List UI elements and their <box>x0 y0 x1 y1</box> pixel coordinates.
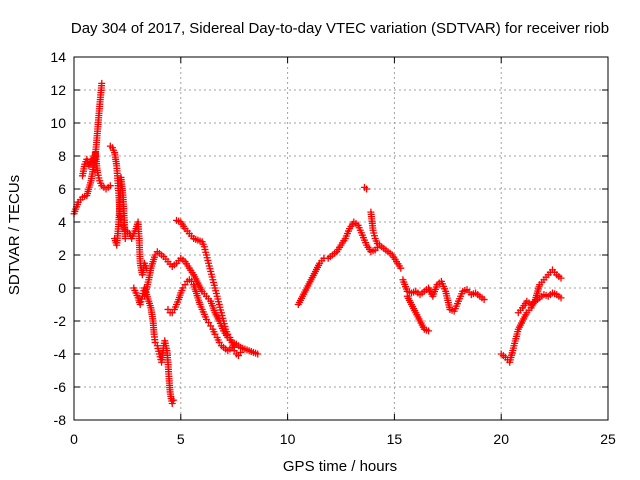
plot-frame <box>73 56 609 421</box>
data-point <box>557 274 565 282</box>
data-point <box>254 350 262 358</box>
x-tick-label: 0 <box>70 431 78 447</box>
y-tick-label: 6 <box>58 181 66 197</box>
y-tick-label: 10 <box>50 115 66 131</box>
data-point <box>169 396 177 404</box>
data-point <box>480 296 488 304</box>
grid-lines <box>74 57 608 420</box>
axis-ticks: 0 5 10 15 20 25 -8 -6 -4 -2 0 2 4 6 8 10 12 14 <box>50 49 616 447</box>
y-tick-label: 2 <box>58 247 66 263</box>
y-tick-label: -6 <box>54 379 67 395</box>
y-tick-label: -8 <box>54 412 67 428</box>
x-tick-label: 15 <box>387 431 403 447</box>
data-point <box>106 182 114 190</box>
data-point <box>237 348 245 356</box>
data-point <box>168 400 176 407</box>
y-tick-label: 0 <box>58 280 66 296</box>
chart-title: Day 304 of 2017, Sidereal Day-to-day VTE… <box>71 20 609 37</box>
data-point <box>230 343 238 351</box>
y-tick-label: -2 <box>54 313 67 329</box>
x-axis-label: GPS time / hours <box>283 458 397 475</box>
x-tick-label: 5 <box>177 431 185 447</box>
x-tick-label: 25 <box>600 431 616 447</box>
data-point <box>557 294 565 302</box>
data-point <box>397 264 405 272</box>
data-point <box>373 239 381 247</box>
data-point <box>425 327 433 335</box>
y-tick-label: 8 <box>58 148 66 164</box>
data-point <box>363 185 371 193</box>
data-point <box>121 235 129 242</box>
y-tick-label: 12 <box>50 82 66 98</box>
data-points <box>70 79 565 407</box>
x-tick-label: 20 <box>493 431 509 447</box>
y-tick-label: -4 <box>54 346 67 362</box>
data-point <box>98 79 106 87</box>
y-tick-label: 14 <box>50 49 66 65</box>
x-tick-label: 10 <box>280 431 296 447</box>
y-axis-label: SDTVAR / TECUs <box>6 175 23 295</box>
y-tick-label: 4 <box>58 214 66 230</box>
